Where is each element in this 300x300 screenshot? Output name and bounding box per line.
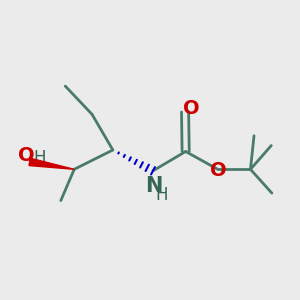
Text: H: H: [33, 149, 45, 167]
Polygon shape: [29, 158, 74, 169]
Text: O: O: [210, 161, 227, 180]
Text: O: O: [183, 100, 200, 118]
Text: H: H: [156, 186, 168, 204]
Text: O: O: [18, 146, 35, 165]
Text: N: N: [145, 176, 162, 196]
